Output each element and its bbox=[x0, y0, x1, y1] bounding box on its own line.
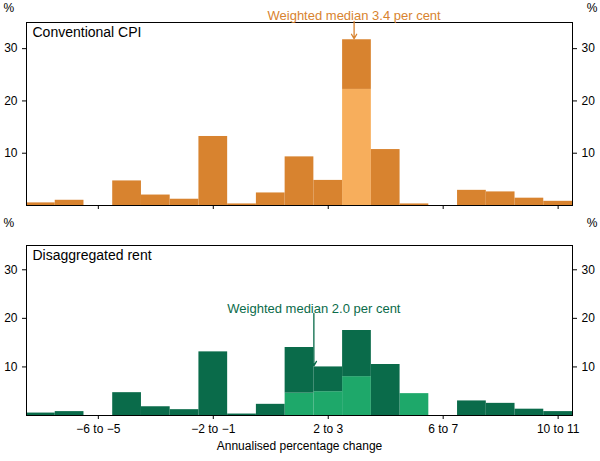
svg-text:−2 to −1: −2 to −1 bbox=[191, 422, 235, 436]
svg-text:30: 30 bbox=[582, 41, 596, 55]
svg-text:30: 30 bbox=[4, 263, 18, 277]
svg-text:Weighted median 3.4 per cent: Weighted median 3.4 per cent bbox=[267, 8, 441, 23]
svg-text:10: 10 bbox=[582, 146, 596, 160]
svg-text:Conventional CPI: Conventional CPI bbox=[33, 24, 142, 40]
svg-text:%: % bbox=[4, 216, 15, 230]
svg-text:%: % bbox=[587, 216, 598, 230]
svg-text:−6 to −5: −6 to −5 bbox=[76, 422, 120, 436]
svg-text:10 to 11: 10 to 11 bbox=[537, 422, 580, 436]
svg-text:Disaggregated rent: Disaggregated rent bbox=[33, 247, 152, 263]
svg-text:6 to 7: 6 to 7 bbox=[428, 422, 458, 436]
svg-text:Weighted median 2.0 per cent: Weighted median 2.0 per cent bbox=[227, 301, 401, 316]
svg-text:20: 20 bbox=[582, 311, 596, 325]
svg-text:2 to 3: 2 to 3 bbox=[313, 422, 343, 436]
svg-text:20: 20 bbox=[4, 94, 18, 108]
svg-text:10: 10 bbox=[4, 146, 18, 160]
svg-text:20: 20 bbox=[582, 94, 596, 108]
svg-text:10: 10 bbox=[582, 360, 596, 374]
svg-text:%: % bbox=[587, 1, 598, 15]
svg-text:%: % bbox=[4, 1, 15, 15]
svg-text:30: 30 bbox=[582, 263, 596, 277]
svg-text:30: 30 bbox=[4, 41, 18, 55]
svg-text:10: 10 bbox=[4, 360, 18, 374]
svg-text:Annualised percentage change: Annualised percentage change bbox=[217, 439, 383, 453]
svg-text:20: 20 bbox=[4, 311, 18, 325]
